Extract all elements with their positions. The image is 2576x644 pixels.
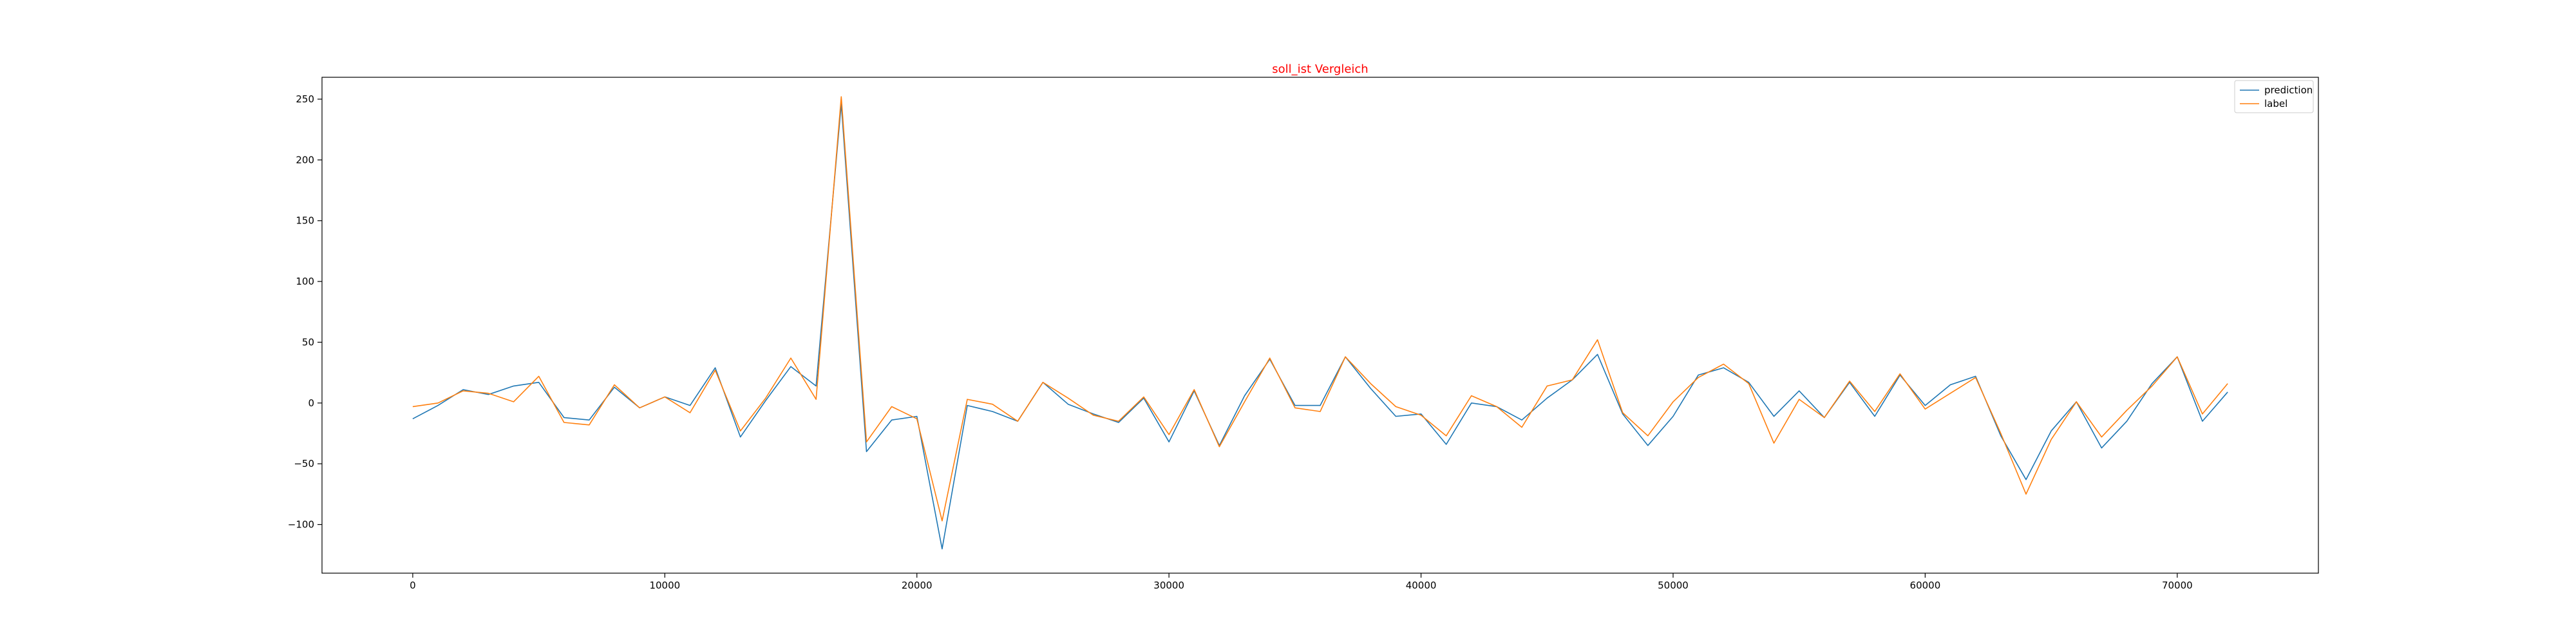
series-line-prediction — [412, 103, 2228, 550]
x-tick-label: 40000 — [1406, 580, 1437, 591]
series-line-label — [412, 96, 2228, 522]
y-tick-label: 250 — [296, 93, 314, 105]
y-tick-label: 50 — [302, 336, 314, 348]
plot-area — [412, 96, 2228, 550]
y-tick-label: 200 — [296, 154, 314, 166]
y-axis: −100 −50 0 50 100 150 200 250 — [288, 93, 322, 531]
y-tick-label: 0 — [308, 397, 314, 409]
chart-title: soll_ist Vergleich — [1272, 62, 1368, 76]
x-axis: 0 10000 20000 30000 40000 50000 60000 70000 — [410, 573, 2193, 591]
legend-label-label: label — [2264, 98, 2287, 109]
x-tick-label: 20000 — [902, 580, 933, 591]
y-tick-label: −50 — [294, 458, 314, 469]
y-tick-label: −100 — [288, 519, 314, 531]
legend: prediction label — [2234, 80, 2314, 113]
legend-box — [2234, 80, 2314, 113]
x-tick-label: 0 — [410, 580, 416, 591]
axes-frame — [321, 77, 2319, 574]
x-tick-label: 50000 — [1658, 580, 1689, 591]
y-tick-label: 100 — [296, 276, 314, 287]
x-tick-label: 60000 — [1910, 580, 1941, 591]
x-tick-label: 70000 — [2162, 580, 2193, 591]
x-tick-label: 10000 — [649, 580, 680, 591]
legend-label-prediction: prediction — [2264, 84, 2313, 96]
x-tick-label: 30000 — [1153, 580, 1184, 591]
y-tick-label: 150 — [296, 215, 314, 227]
